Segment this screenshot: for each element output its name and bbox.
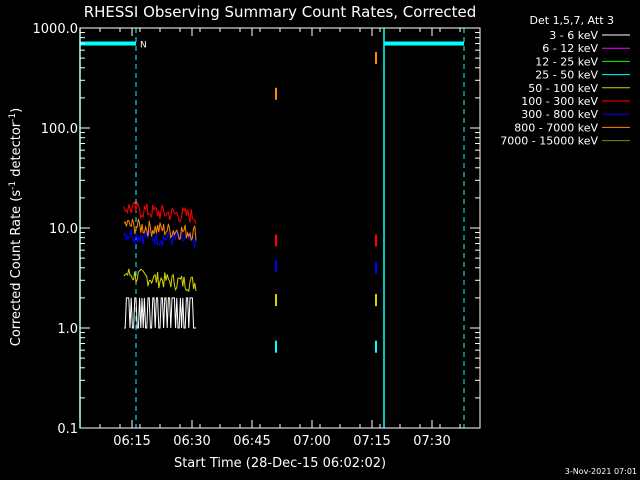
isolated-marks [275, 52, 377, 353]
x-tick-label: 06:30 [173, 434, 210, 449]
chart-title: RHESSI Observing Summary Count Rates, Co… [84, 3, 477, 21]
series-trace [123, 268, 197, 293]
y-tick-label: 0.1 [57, 422, 78, 437]
y-label-mid: detector [9, 121, 24, 181]
legend-entry-label: 100 - 300 keV [521, 95, 598, 108]
y-label-end: ) [9, 108, 24, 113]
legend-entry-label: 25 - 50 keV [535, 69, 598, 82]
x-tick-label: 06:45 [233, 434, 270, 449]
series-trace [123, 217, 197, 242]
y-label-main: Corrected Count Rate (s [9, 190, 24, 347]
y-axis: 0.1 1.0 10.0 100.0 1000.0 [33, 22, 480, 437]
series-trace [123, 200, 197, 224]
night-bar-label: N [140, 40, 147, 50]
legend-entry-label: 12 - 25 keV [535, 55, 598, 68]
x-tick-label: 07:00 [293, 434, 330, 449]
y-tick-label: 1.0 [57, 322, 78, 337]
x-axis-label: Start Time (28-Dec-15 06:02:02) [174, 456, 386, 471]
x-tick-label: 07:15 [353, 434, 390, 449]
x-tick-label: 07:30 [413, 434, 450, 449]
y-tick-label: 1000.0 [33, 22, 79, 37]
y-tick-label: 10.0 [49, 222, 78, 237]
legend-entry-label: 50 - 100 keV [528, 82, 598, 95]
legend-entry-label: 6 - 12 keV [542, 42, 598, 55]
legend-entry-label: 800 - 7000 keV [514, 121, 598, 134]
x-axis: 06:15 06:30 06:45 07:00 07:15 07:30 [79, 28, 481, 449]
data-series [123, 200, 197, 329]
y-label-sup2: -1 [8, 113, 18, 122]
x-tick-label: 06:15 [113, 434, 150, 449]
legend-entry-label: 7000 - 15000 keV [500, 135, 598, 148]
series-trace [123, 229, 197, 249]
legend-entry-label: 300 - 800 keV [521, 108, 598, 121]
legend-entry-label: 3 - 6 keV [549, 29, 598, 42]
y-tick-label: 100.0 [41, 122, 78, 137]
y-axis-label: Corrected Count Rate (s-1 detector-1) [8, 108, 24, 346]
attenuator-night-flags: N [79, 28, 465, 428]
y-label-sup1: -1 [8, 181, 18, 190]
legend-header: Det 1,5,7, Att 3 [530, 14, 614, 27]
series-trace [124, 297, 196, 329]
footer-date: 3-Nov-2021 07:01 [565, 467, 637, 476]
